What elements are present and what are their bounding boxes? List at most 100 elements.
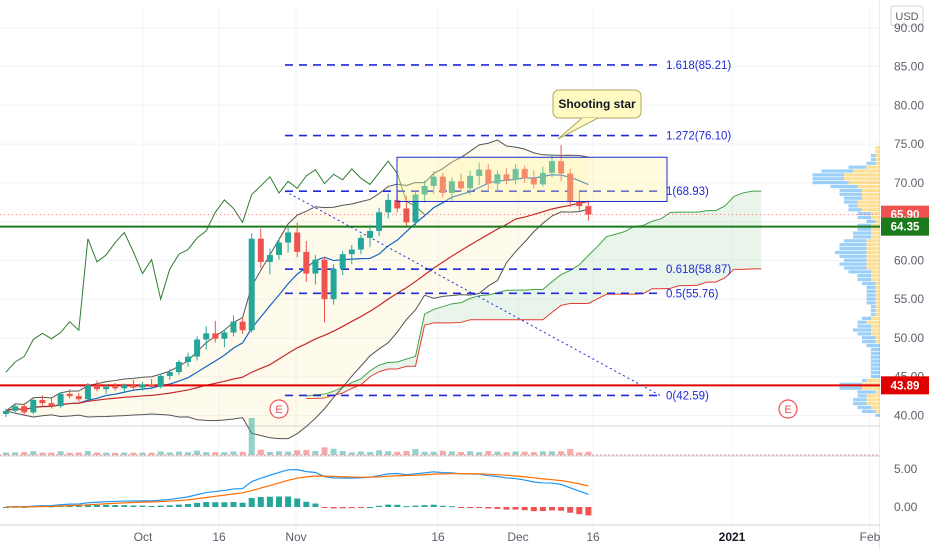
macd-histogram-bar xyxy=(230,502,237,507)
candle-body xyxy=(330,268,337,300)
candle-body xyxy=(512,168,519,180)
profile-bar-up xyxy=(848,165,867,169)
candle-body xyxy=(257,238,264,262)
profile-bar-up xyxy=(853,231,871,235)
profile-bar-up xyxy=(866,285,876,289)
candle-body xyxy=(130,385,137,388)
candle-body xyxy=(75,396,82,400)
profile-bar-up xyxy=(862,378,867,383)
profile-bar-up xyxy=(857,227,871,231)
price-tick-label: 70.00 xyxy=(894,176,924,190)
currency-label: USD xyxy=(895,11,918,23)
fib-level-label: 1.272(76.10) xyxy=(666,131,731,143)
profile-bar-down xyxy=(871,231,880,235)
volume-bar xyxy=(21,452,28,455)
profile-bar-down xyxy=(875,297,880,301)
candle-body xyxy=(430,176,437,186)
signal-line xyxy=(5,473,589,508)
macd-histogram-bar xyxy=(239,502,246,507)
volume-bar xyxy=(403,451,410,455)
profile-bar-down xyxy=(866,258,880,262)
cloud-span-b xyxy=(306,268,762,399)
macd-histogram-bar xyxy=(476,507,483,508)
volume-bar xyxy=(485,451,492,455)
profile-bar-down xyxy=(875,309,880,313)
volume-bar xyxy=(266,452,273,455)
candle-body xyxy=(103,386,110,390)
profile-bar-up xyxy=(866,219,876,224)
candle-body xyxy=(403,208,410,223)
fib-trend-line xyxy=(284,190,661,396)
fib-level-label: 1(68.93) xyxy=(666,186,709,198)
candle-body xyxy=(376,212,383,231)
macd-histogram-bar xyxy=(112,505,119,507)
candle-body xyxy=(348,249,355,255)
volume-bar xyxy=(494,451,501,455)
profile-bar-down xyxy=(871,316,880,320)
profile-bar-up xyxy=(853,328,871,332)
candle-body xyxy=(357,237,364,250)
profile-bar-up xyxy=(844,258,867,262)
annotations: Shooting star E E xyxy=(269,89,798,419)
profile-bar-down xyxy=(871,223,880,227)
candle-body xyxy=(530,178,537,185)
profile-bar-up xyxy=(857,223,871,227)
volume-bar xyxy=(148,452,155,455)
cloud-span-a xyxy=(306,190,762,397)
profile-bar-down xyxy=(857,184,880,189)
macd-histogram-bar xyxy=(312,503,319,507)
profile-bar-up xyxy=(844,239,867,243)
candle-body xyxy=(421,185,428,195)
candle-body xyxy=(212,333,219,339)
macd-tick-label: 5.00 xyxy=(894,462,918,476)
macd-histogram-bar xyxy=(75,505,82,507)
candle-body xyxy=(175,361,182,373)
volume-bar xyxy=(84,451,91,455)
profile-bar-up xyxy=(839,243,867,247)
macd-histogram-bar xyxy=(103,504,110,507)
macd-histogram-bar xyxy=(148,505,155,507)
profile-bar-down xyxy=(862,196,880,200)
profile-bar-down xyxy=(875,305,880,309)
volume-bar xyxy=(12,452,19,455)
candle-body xyxy=(558,161,565,174)
macd-histogram-bar xyxy=(521,507,528,511)
macd-histogram-bar xyxy=(458,507,464,508)
profile-bar-up xyxy=(844,196,862,200)
macd-histogram-bar xyxy=(367,506,373,508)
time-tick-label: 16 xyxy=(212,530,226,544)
profile-bar-up xyxy=(839,254,867,258)
profile-bar-down xyxy=(866,165,880,169)
candlestick-series xyxy=(3,144,592,418)
macd-histogram-bar xyxy=(175,504,182,507)
macd-histogram-bar xyxy=(66,505,73,507)
candle-body xyxy=(467,175,474,189)
profile-bar-up xyxy=(857,394,867,398)
candle-body xyxy=(458,181,464,189)
volume-bar xyxy=(130,452,137,455)
profile-bar-up xyxy=(866,161,876,165)
volume-bar xyxy=(194,450,201,455)
volume-bar xyxy=(385,451,392,455)
price-tick-label: 50.00 xyxy=(894,331,924,345)
macd-histogram-bar xyxy=(439,505,446,507)
price-tick-label: 60.00 xyxy=(894,253,924,267)
profile-bar-down xyxy=(862,188,880,193)
price-tick-label: 85.00 xyxy=(894,60,924,74)
profile-bar-down xyxy=(875,289,880,293)
ma-fast xyxy=(5,174,589,412)
profile-bar-up xyxy=(857,390,876,394)
profile-bar-up xyxy=(866,289,876,293)
profile-bar-down xyxy=(866,239,880,243)
price-badge-label: 43.89 xyxy=(891,380,920,392)
volume-bar xyxy=(276,451,282,455)
profile-bar-down xyxy=(871,212,880,216)
profile-bar-down xyxy=(875,312,880,317)
macd-histogram-bar xyxy=(248,497,255,507)
macd-histogram-bar xyxy=(403,506,410,508)
candle-body xyxy=(485,169,492,184)
volume-bar xyxy=(376,450,383,455)
band-lower xyxy=(5,208,589,440)
macd-histogram-bar xyxy=(530,507,537,512)
